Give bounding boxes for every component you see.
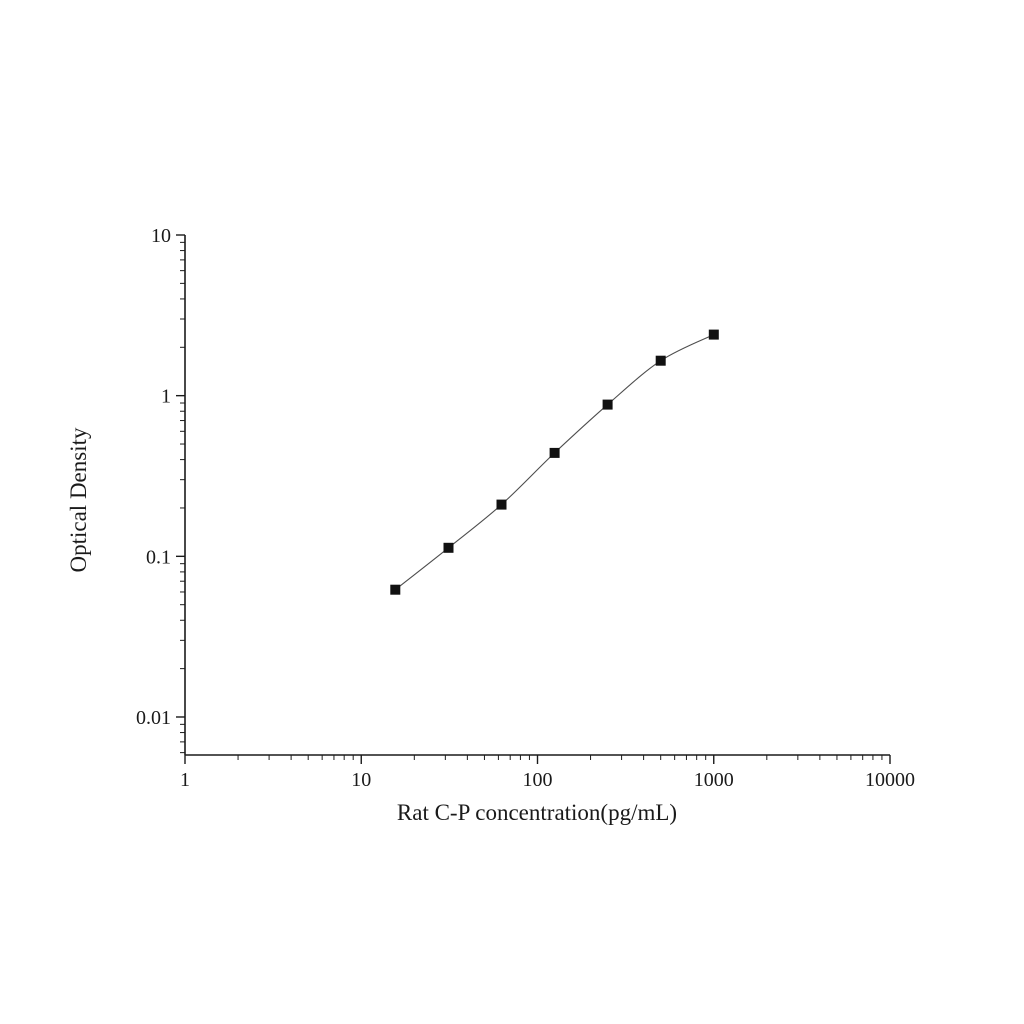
data-point-marker xyxy=(708,329,719,340)
data-point-marker xyxy=(496,499,507,510)
x-tick-label: 1000 xyxy=(694,769,734,791)
tick-labels: 1 10 100 1000 10000 0.01 0.1 1 10 xyxy=(136,225,915,791)
data-point-marker xyxy=(655,355,666,366)
minor-ticks xyxy=(180,241,883,760)
x-axis-title: Rat C-P concentration(pg/mL) xyxy=(397,800,677,825)
y-tick-label: 1 xyxy=(161,386,171,408)
y-axis-title: Optical Density xyxy=(66,427,91,572)
y-tick-label: 0.01 xyxy=(136,707,171,729)
data-point-marker xyxy=(390,584,401,595)
major-ticks xyxy=(176,234,891,764)
fit-curve xyxy=(394,334,715,591)
data-series xyxy=(390,329,719,595)
x-tick-label: 10 xyxy=(351,769,371,791)
data-point-marker xyxy=(602,399,613,410)
axes xyxy=(184,235,890,756)
x-tick-label: 1 xyxy=(180,769,190,791)
y-tick-label: 0.1 xyxy=(146,546,171,568)
data-point-marker xyxy=(549,447,560,458)
data-point-marker xyxy=(443,542,454,553)
x-tick-label: 10000 xyxy=(865,769,915,791)
x-tick-label: 100 xyxy=(523,769,553,791)
y-tick-label: 10 xyxy=(151,225,171,247)
